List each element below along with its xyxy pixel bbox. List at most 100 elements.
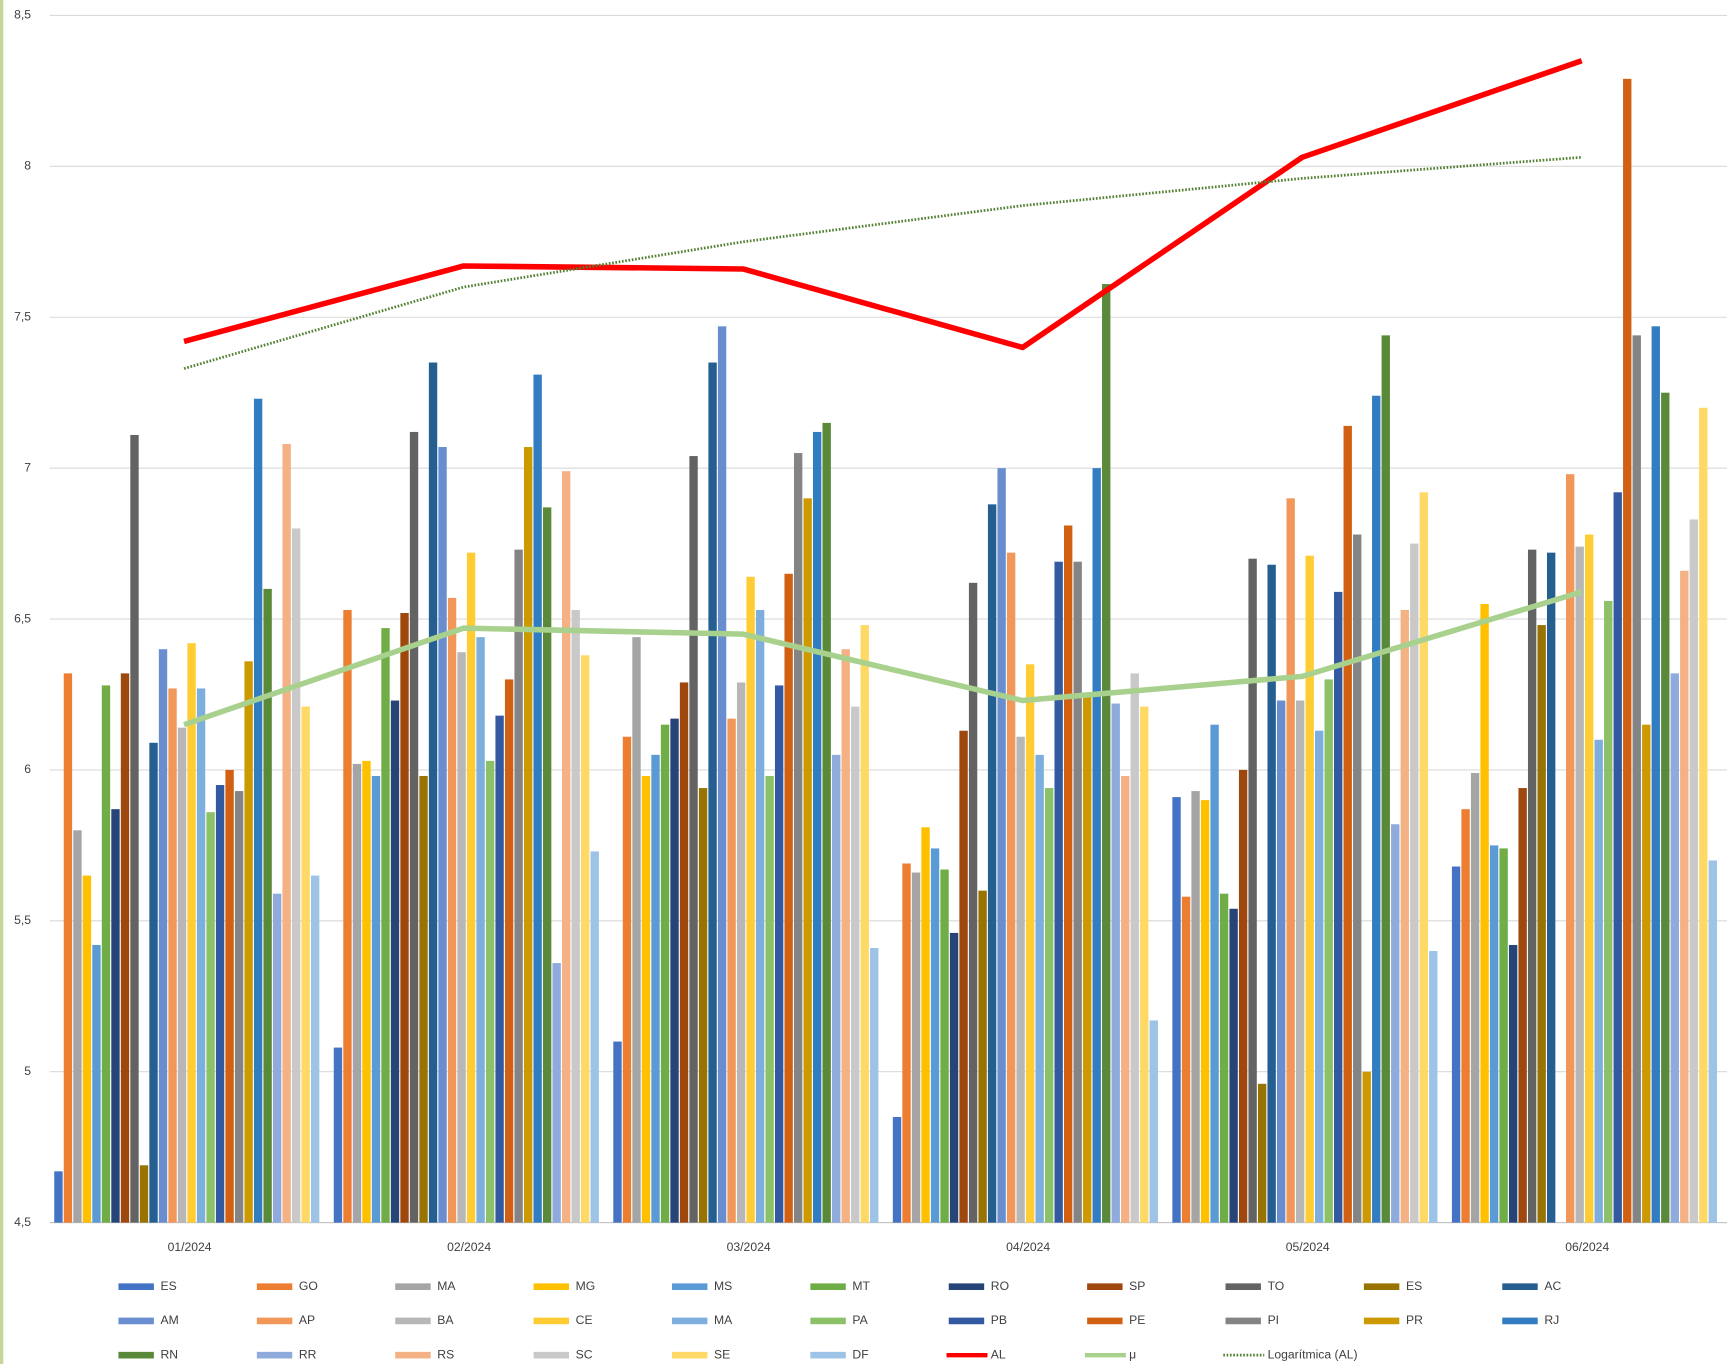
legend-label: PI: [1268, 1313, 1280, 1327]
bar: [930, 848, 940, 1223]
legend-label: MG: [576, 1279, 596, 1293]
legend-label: AM: [161, 1313, 179, 1327]
x-tick-label: 03/2024: [727, 1240, 771, 1254]
bar: [902, 863, 911, 1223]
bar: [1191, 791, 1200, 1223]
x-tick-label: 05/2024: [1286, 1240, 1330, 1254]
bar: [1708, 860, 1718, 1223]
legend-label: AP: [299, 1313, 315, 1327]
bar: [523, 447, 533, 1223]
x-tick-label: 02/2024: [447, 1240, 491, 1254]
legend-swatch: [118, 1351, 154, 1359]
bar: [1025, 664, 1035, 1223]
legend-label: BA: [437, 1313, 454, 1327]
bar: [1651, 326, 1660, 1223]
bar: [352, 763, 362, 1223]
bar: [244, 661, 253, 1223]
bar: [784, 573, 793, 1223]
bar: [139, 1165, 149, 1223]
legend-swatch: [395, 1317, 431, 1325]
bar: [632, 637, 641, 1223]
bar: [476, 637, 485, 1223]
bar: [1334, 591, 1343, 1223]
legend-swatch: [1363, 1283, 1400, 1291]
bar: [1172, 797, 1181, 1223]
bar: [641, 775, 651, 1223]
y-tick-label: 7: [24, 460, 31, 474]
bar: [1130, 673, 1139, 1223]
legend-swatch: [1225, 1317, 1261, 1325]
bar: [92, 944, 101, 1223]
bar: [1632, 335, 1641, 1223]
legend-label: AC: [1544, 1279, 1561, 1293]
bar: [1219, 893, 1229, 1223]
bar: [1210, 724, 1219, 1223]
bar: [940, 869, 949, 1223]
y-tick-label: 6,5: [14, 611, 31, 625]
bar: [1063, 525, 1073, 1223]
line-series: [183, 155, 1582, 370]
bar: [822, 422, 831, 1223]
bar: [1295, 700, 1305, 1223]
bar: [978, 890, 987, 1223]
bar: [177, 727, 187, 1223]
bar: [263, 588, 272, 1223]
legend-label: Logarítmica (AL): [1268, 1347, 1358, 1361]
y-tick-label: 8,5: [14, 8, 31, 22]
bar: [727, 718, 736, 1223]
bar: [485, 760, 495, 1223]
bar: [949, 932, 959, 1223]
bar: [1604, 600, 1613, 1223]
bar: [651, 754, 660, 1223]
legend-label: ES: [1406, 1279, 1422, 1293]
bar: [1149, 1020, 1158, 1223]
bar: [390, 700, 400, 1223]
bar: [73, 830, 82, 1223]
bar: [1451, 866, 1461, 1223]
bar: [765, 775, 774, 1223]
legend-label: SP: [1129, 1279, 1145, 1293]
bar: [542, 507, 552, 1223]
legend-swatch: [533, 1283, 570, 1291]
legend-swatch: [810, 1317, 846, 1325]
bar: [1566, 474, 1575, 1223]
legend-label: SC: [576, 1347, 593, 1361]
bar: [851, 706, 860, 1223]
bar: [679, 682, 689, 1223]
legend-swatch: [671, 1317, 708, 1325]
bar: [101, 685, 111, 1223]
legend-label: MS: [714, 1279, 732, 1293]
bar: [997, 468, 1006, 1223]
bar: [968, 582, 978, 1223]
bar: [1140, 706, 1149, 1223]
x-tick-label: 04/2024: [1006, 1240, 1050, 1254]
bar: [120, 673, 130, 1223]
legend-swatch: [256, 1317, 293, 1325]
bar: [1518, 788, 1527, 1223]
bar: [310, 875, 320, 1223]
bar: [1670, 673, 1679, 1223]
legend-label: TO: [1268, 1279, 1285, 1293]
legend-swatch: [1087, 1283, 1123, 1291]
bar: [860, 625, 869, 1223]
bar: [1305, 555, 1314, 1223]
y-tick-label: 5: [24, 1064, 31, 1078]
legend-swatch: [533, 1317, 570, 1325]
bar: [1623, 78, 1632, 1223]
bar: [1661, 392, 1670, 1223]
legend-swatch: [810, 1283, 846, 1291]
bar: [708, 362, 717, 1223]
bar: [622, 736, 632, 1223]
bar: [1613, 492, 1622, 1223]
bar: [381, 628, 390, 1223]
bar: [291, 528, 301, 1223]
bar: [1381, 335, 1390, 1223]
bar: [1419, 492, 1428, 1223]
legend-swatch: [1087, 1317, 1123, 1325]
legend-label: RS: [437, 1347, 454, 1361]
bar: [225, 769, 234, 1223]
legend-label: SE: [714, 1347, 730, 1361]
bar: [282, 444, 291, 1223]
bar: [187, 643, 196, 1223]
